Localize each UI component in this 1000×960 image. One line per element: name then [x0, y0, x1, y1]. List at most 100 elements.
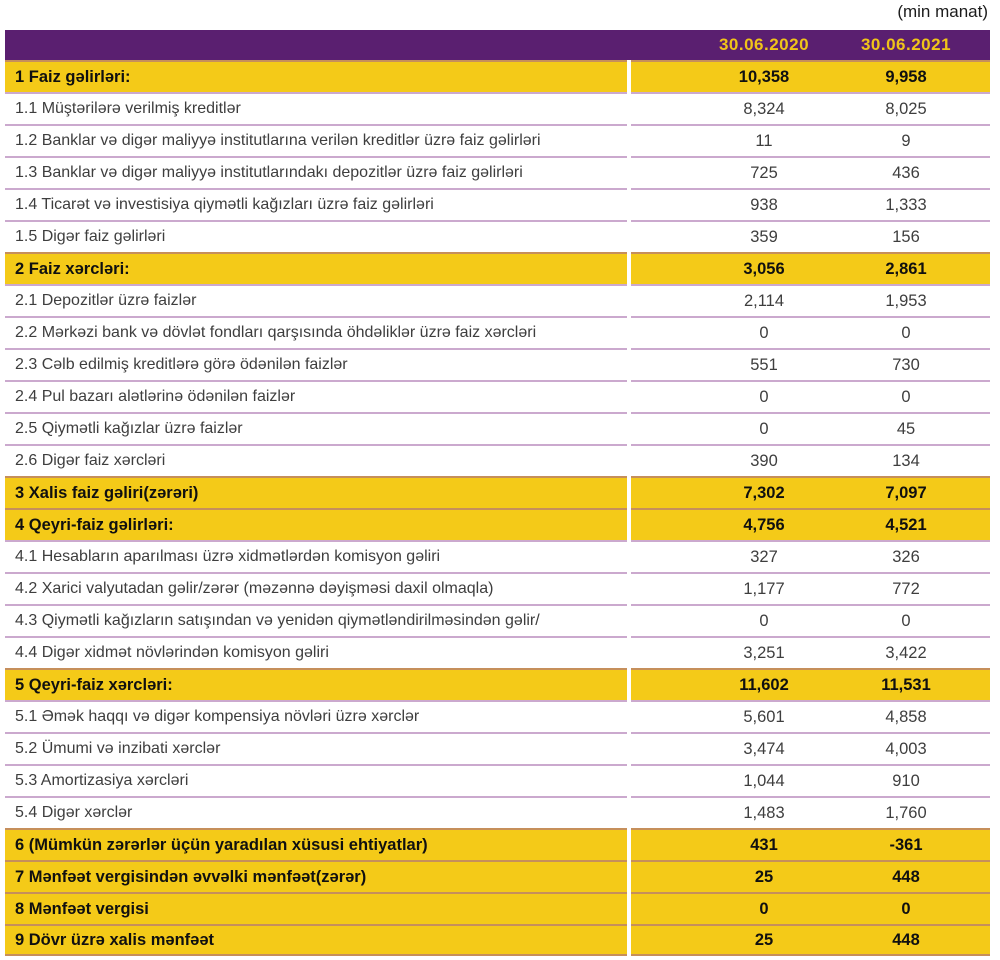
value-2020: 0 [759, 611, 769, 630]
value-2021: 910 [892, 771, 920, 790]
value-2020: 431 [750, 835, 778, 854]
row-values: 1,483 1,760 [631, 796, 990, 828]
row-label: 4.4 Digər xidmət növlərindən komisyon gə… [5, 636, 627, 668]
value-2020: 1,044 [743, 771, 785, 790]
row-values: 11,602 11,531 [631, 668, 990, 700]
row-values: 551 730 [631, 348, 990, 380]
value-2021: 0 [901, 611, 911, 630]
row-values: 3,474 4,003 [631, 732, 990, 764]
value-2020: 7,302 [743, 483, 785, 502]
row-values: 1,177 772 [631, 572, 990, 604]
value-2021: 4,003 [885, 739, 927, 758]
value-2021: 326 [892, 547, 920, 566]
value-2020: 938 [750, 195, 778, 214]
detail-row: 5.1 Əmək haqqı və digər kompensiya növlə… [5, 700, 990, 732]
value-2021: 2,861 [885, 259, 927, 278]
row-label: 5.1 Əmək haqqı və digər kompensiya növlə… [5, 700, 627, 732]
value-2020: 551 [750, 355, 778, 374]
value-2020: 3,474 [743, 739, 785, 758]
column-gap [627, 60, 631, 92]
row-label: 4 Qeyri-faiz gəlirləri: [5, 508, 627, 540]
section-total-row: 8 Mənfəət vergisi 0 0 [5, 892, 990, 924]
table-header-row: 30.06.2020 30.06.2021 [5, 30, 990, 60]
value-2020: 390 [750, 451, 778, 470]
row-label: 3 Xalis faiz gəliri(zərəri) [5, 476, 627, 508]
row-values: 2,114 1,953 [631, 284, 990, 316]
value-2021: 8,025 [885, 99, 927, 118]
column-gap [627, 636, 631, 668]
detail-row: 1.3 Banklar və digər maliyyə institutlar… [5, 156, 990, 188]
column-header-2021: 30.06.2021 [860, 35, 952, 54]
row-label: 5.4 Digər xərclər [5, 796, 627, 828]
value-2021: 45 [896, 419, 916, 438]
column-gap [627, 828, 631, 860]
row-values: 25 448 [631, 860, 990, 892]
value-2020: 2,114 [743, 291, 785, 310]
value-2021: 3,422 [885, 643, 927, 662]
section-total-row: 7 Mənfəət vergisindən əvvəlki mənfəət(zə… [5, 860, 990, 892]
section-total-row: 6 (Mümkün zərərlər üçün yaradılan xüsusi… [5, 828, 990, 860]
row-values: 4,756 4,521 [631, 508, 990, 540]
value-2021: 9 [901, 131, 911, 150]
row-values: 10,358 9,958 [631, 60, 990, 92]
header-empty-cell [5, 30, 627, 60]
row-values: 327 326 [631, 540, 990, 572]
column-gap [627, 796, 631, 828]
column-gap [627, 572, 631, 604]
value-2020: 0 [759, 323, 769, 342]
value-2020: 8,324 [743, 99, 785, 118]
row-label: 2.1 Depozitlər üzrə faizlər [5, 284, 627, 316]
column-gap [627, 476, 631, 508]
row-label: 1.2 Banklar və digər maliyyə institutlar… [5, 124, 627, 156]
row-label: 1.1 Müştərilərə verilmiş kreditlər [5, 92, 627, 124]
column-gap [627, 764, 631, 796]
row-values: 3,056 2,861 [631, 252, 990, 284]
value-2020: 3,056 [743, 259, 785, 278]
value-2020: 25 [754, 930, 774, 949]
column-gap [627, 444, 631, 476]
detail-row: 2.4 Pul bazarı alətlərinə ödənilən faizl… [5, 380, 990, 412]
row-values: 0 45 [631, 412, 990, 444]
value-2021: 0 [901, 387, 911, 406]
value-2021: 1,760 [885, 803, 927, 822]
row-label: 1 Faiz gəlirləri: [5, 60, 627, 92]
value-2020: 5,601 [743, 707, 785, 726]
column-gap [627, 924, 631, 956]
row-values: 1,044 910 [631, 764, 990, 796]
row-values: 725 436 [631, 156, 990, 188]
section-total-row: 3 Xalis faiz gəliri(zərəri) 7,302 7,097 [5, 476, 990, 508]
value-2020: 4,756 [743, 515, 785, 534]
detail-row: 1.5 Digər faiz gəlirləri 359 156 [5, 220, 990, 252]
value-2020: 0 [759, 419, 769, 438]
column-gap [627, 92, 631, 124]
column-gap [627, 252, 631, 284]
value-2020: 11,602 [739, 675, 789, 694]
value-2020: 11 [755, 131, 773, 150]
column-gap [627, 860, 631, 892]
detail-row: 4.2 Xarici valyutadan gəlir/zərər (məzən… [5, 572, 990, 604]
row-label: 5 Qeyri-faiz xərcləri: [5, 668, 627, 700]
column-gap [627, 604, 631, 636]
row-label: 2.5 Qiymətli kağızlar üzrə faizlər [5, 412, 627, 444]
column-gap [627, 188, 631, 220]
detail-row: 4.1 Hesabların aparılması üzrə xidmətlər… [5, 540, 990, 572]
detail-row: 2.1 Depozitlər üzrə faizlər 2,114 1,953 [5, 284, 990, 316]
column-gap [627, 284, 631, 316]
value-2020: 359 [750, 227, 778, 246]
value-2021: 9,958 [885, 67, 927, 86]
detail-row: 1.4 Ticarət və investisiya qiymətli kağı… [5, 188, 990, 220]
table-body: 1 Faiz gəlirləri: 10,358 9,958 1.1 Müştəril… [5, 60, 990, 956]
row-label: 2.4 Pul bazarı alətlərinə ödənilən faizl… [5, 380, 627, 412]
row-label: 1.3 Banklar və digər maliyyə institutlar… [5, 156, 627, 188]
value-2021: 134 [892, 451, 920, 470]
row-label: 1.4 Ticarət və investisiya qiymətli kağı… [5, 188, 627, 220]
column-gap [627, 412, 631, 444]
value-2020: 327 [750, 547, 778, 566]
row-label: 1.5 Digər faiz gəlirləri [5, 220, 627, 252]
value-2020: 725 [750, 163, 778, 182]
value-2021: 4,858 [885, 707, 927, 726]
section-total-row: 4 Qeyri-faiz gəlirləri: 4,756 4,521 [5, 508, 990, 540]
